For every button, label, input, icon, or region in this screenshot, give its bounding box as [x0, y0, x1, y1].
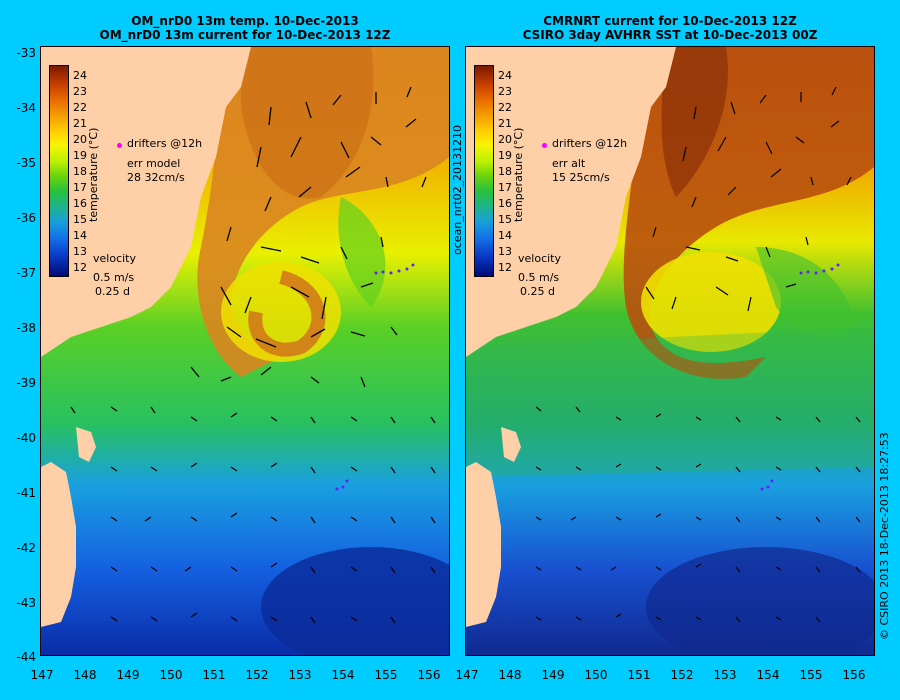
lon-label: 149: [541, 668, 565, 682]
lat-label: -39: [16, 376, 36, 390]
right-map: 24 23 22 21 20 19 18 17 16 15 14 13 12 t…: [465, 46, 875, 656]
lon-label: 153: [713, 668, 737, 682]
right-cbar-tick: 13: [498, 245, 512, 258]
lon-label: 156: [417, 668, 441, 682]
lat-label: -33: [16, 46, 36, 60]
right-title-line2: CSIRO 3day AVHRR SST at 10-Dec-2013 00Z: [522, 28, 818, 42]
lon-label: 149: [116, 668, 140, 682]
lat-label: -34: [16, 101, 36, 115]
lat-label: -37: [16, 266, 36, 280]
lon-label: 147: [455, 668, 479, 682]
left-cbar-tick: 18: [73, 165, 87, 178]
right-err-label: err alt: [552, 157, 586, 170]
right-colorbar-unit: temperature (°C): [512, 127, 525, 222]
right-drifter-legend-dot: [542, 143, 547, 148]
left-map: 24 23 22 21 20 19 18 17 16 15 14 13 12 t…: [40, 46, 450, 656]
left-cbar-tick: 20: [73, 133, 87, 146]
left-colorbar: [49, 65, 69, 277]
lon-label: 156: [842, 668, 866, 682]
lon-label: 155: [374, 668, 398, 682]
left-velocity-label: velocity: [93, 252, 136, 265]
lon-label: 155: [799, 668, 823, 682]
copyright-label: © CSIRO 2013 18-Dec-2013 18:27:53: [878, 432, 891, 640]
left-cbar-tick: 22: [73, 101, 87, 114]
left-title-line2: OM_nrD0 13m current for 10-Dec-2013 12Z: [99, 28, 391, 42]
velocity-arrows-right: [535, 86, 861, 623]
lon-label: 152: [670, 668, 694, 682]
file-id-label: ocean_nrt02_20131210: [451, 124, 464, 255]
left-drifters-label: drifters @12h: [127, 137, 203, 150]
right-velocity-speed: 0.5 m/s: [518, 271, 560, 284]
right-cbar-tick: 23: [498, 85, 512, 98]
right-cbar-tick: 24: [498, 69, 512, 82]
lon-label: 154: [331, 668, 355, 682]
left-cbar-tick: 13: [73, 245, 87, 258]
right-cbar-tick: 22: [498, 101, 512, 114]
lat-label: -41: [16, 486, 36, 500]
right-drifters-label: drifters @12h: [552, 137, 628, 150]
left-cbar-tick: 15: [73, 213, 87, 226]
right-velocity-label: velocity: [518, 252, 561, 265]
right-velocity-duration: 0.25 d: [520, 285, 555, 298]
lon-label: 148: [498, 668, 522, 682]
left-title-line1: OM_nrD0 13m temp. 10-Dec-2013: [131, 14, 359, 28]
velocity-arrows-left: [70, 86, 436, 624]
right-cbar-tick: 14: [498, 229, 512, 242]
left-velocity-speed: 0.5 m/s: [93, 271, 135, 284]
left-title: OM_nrD0 13m temp. 10-Dec-2013 OM_nrD0 13…: [40, 14, 450, 42]
lat-label: -42: [16, 541, 36, 555]
left-velocity-duration: 0.25 d: [95, 285, 130, 298]
right-cbar-tick: 17: [498, 181, 512, 194]
lon-label: 148: [73, 668, 97, 682]
left-cbar-tick: 17: [73, 181, 87, 194]
left-cbar-tick: 24: [73, 69, 87, 82]
right-cbar-tick: 19: [498, 149, 512, 162]
lon-label: 147: [30, 668, 54, 682]
right-map-canvas: [466, 47, 874, 655]
lon-label: 150: [159, 668, 183, 682]
lat-label: -43: [16, 596, 36, 610]
right-cbar-tick: 20: [498, 133, 512, 146]
lon-label: 151: [627, 668, 651, 682]
lat-label: -40: [16, 431, 36, 445]
right-title-line1: CMRNRT current for 10-Dec-2013 12Z: [543, 14, 797, 28]
lon-label: 150: [584, 668, 608, 682]
right-cbar-tick: 16: [498, 197, 512, 210]
lat-label: -38: [16, 321, 36, 335]
right-err-value: 15 25cm/s: [552, 171, 610, 184]
right-cbar-tick: 18: [498, 165, 512, 178]
right-title: CMRNRT current for 10-Dec-2013 12Z CSIRO…: [465, 14, 875, 42]
right-cbar-tick: 21: [498, 117, 512, 130]
left-cbar-tick: 21: [73, 117, 87, 130]
right-cbar-tick: 15: [498, 213, 512, 226]
left-err-value: 28 32cm/s: [127, 171, 185, 184]
left-cbar-tick: 14: [73, 229, 87, 242]
lon-label: 151: [202, 668, 226, 682]
lon-label: 152: [245, 668, 269, 682]
left-cbar-tick: 19: [73, 149, 87, 162]
left-err-label: err model: [127, 157, 181, 170]
right-colorbar: [474, 65, 494, 277]
left-cbar-tick: 12: [73, 261, 87, 274]
right-cbar-tick: 12: [498, 261, 512, 274]
left-drifter-legend-dot: [117, 143, 122, 148]
lon-label: 154: [756, 668, 780, 682]
lat-label: -44: [16, 650, 36, 664]
left-cbar-tick: 23: [73, 85, 87, 98]
lat-label: -35: [16, 156, 36, 170]
left-map-canvas: [41, 47, 449, 655]
left-cbar-tick: 16: [73, 197, 87, 210]
lon-label: 153: [288, 668, 312, 682]
left-colorbar-unit: temperature (°C): [87, 127, 100, 222]
lat-label: -36: [16, 211, 36, 225]
